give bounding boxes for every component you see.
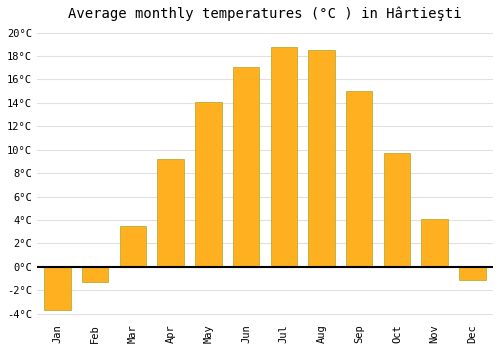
Bar: [120, 226, 146, 267]
Bar: [233, 66, 260, 267]
Bar: [384, 153, 410, 267]
Bar: [308, 50, 334, 267]
Bar: [195, 102, 222, 267]
Bar: [44, 267, 70, 310]
Bar: [158, 159, 184, 267]
Bar: [346, 91, 372, 267]
Bar: [422, 219, 448, 267]
Bar: [459, 267, 485, 280]
Bar: [82, 267, 108, 282]
Title: Average monthly temperatures (°C ) in Hârtieşti: Average monthly temperatures (°C ) in Hâ…: [68, 7, 462, 21]
Bar: [270, 47, 297, 267]
